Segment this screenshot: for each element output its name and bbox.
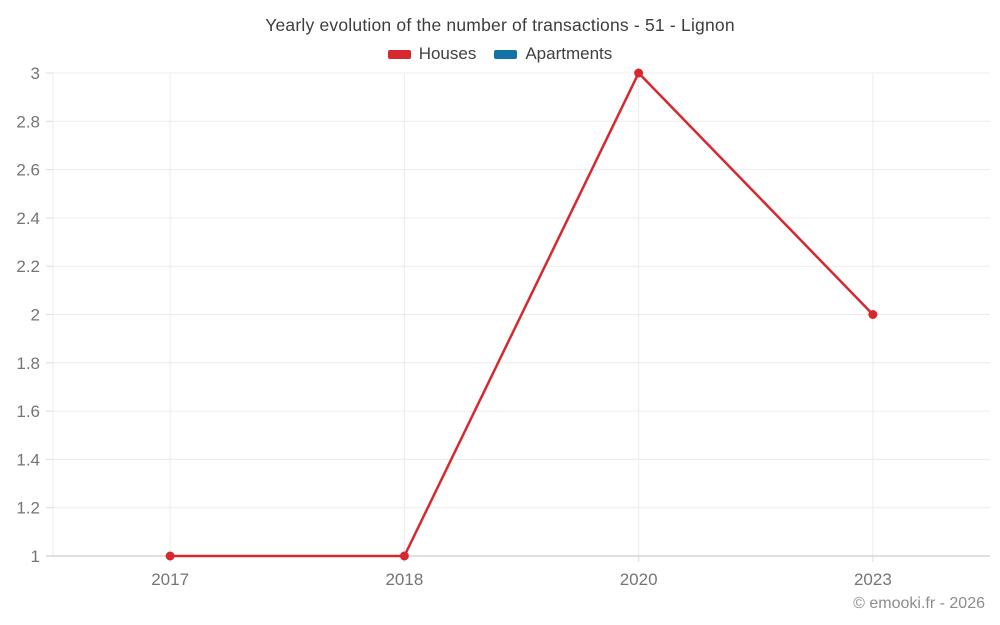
y-tick-label: 2.6 [16, 161, 40, 180]
data-point-houses [399, 551, 409, 561]
legend-label-apartments: Apartments [525, 44, 613, 63]
legend-item-apartments[interactable]: Apartments [494, 44, 612, 64]
x-tick-label: 2018 [385, 570, 423, 589]
x-tick-label: 2020 [620, 570, 658, 589]
series-line-houses [168, 71, 875, 558]
legend-swatch-houses [387, 49, 411, 59]
data-point-houses [634, 68, 644, 78]
y-tick-label: 3 [31, 64, 40, 83]
legend-label-houses: Houses [418, 44, 477, 63]
chart-legend: Houses Apartments [0, 44, 1000, 64]
copyright-text: © emooki.fr - 2026 [853, 595, 985, 612]
legend-item-houses[interactable]: Houses [387, 44, 477, 64]
data-point-houses [165, 551, 175, 561]
y-tick-label: 1.2 [16, 499, 40, 518]
y-tick-label: 1.6 [16, 402, 40, 421]
x-tick-label: 2023 [854, 570, 892, 589]
y-tick-label: 1 [31, 547, 40, 566]
chart-title: Yearly evolution of the number of transa… [265, 15, 735, 35]
legend-swatch-apartments [494, 49, 518, 59]
y-tick-label: 1.8 [16, 354, 40, 373]
x-tick-label: 2017 [151, 570, 189, 589]
y-tick-label: 2.2 [16, 257, 40, 276]
y-tick-label: 2 [31, 305, 40, 324]
data-point-houses [868, 310, 878, 319]
y-tick-label: 1.4 [16, 450, 40, 469]
y-tick-label: 2.4 [16, 209, 40, 228]
y-tick-label: 2.8 [16, 112, 40, 131]
